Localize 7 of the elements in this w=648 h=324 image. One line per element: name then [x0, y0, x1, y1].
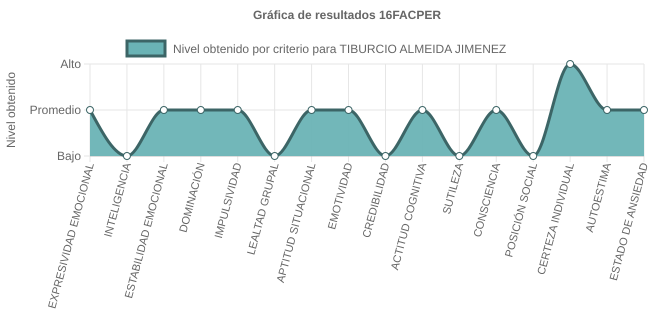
chart-title: Gráfica de resultados 16FACPER — [252, 8, 442, 22]
legend-label: Nivel obtenido por criterio para TIBURCIO ALMEIDA JIMENEZ — [173, 42, 506, 56]
text: Alto — [60, 57, 82, 72]
x-tick-label: LEALTAD GRUPAL — [245, 162, 282, 256]
y-axis-title: Nivel obtenido — [4, 72, 18, 148]
text: Bajo — [56, 149, 82, 164]
text: Promedio — [30, 103, 82, 118]
